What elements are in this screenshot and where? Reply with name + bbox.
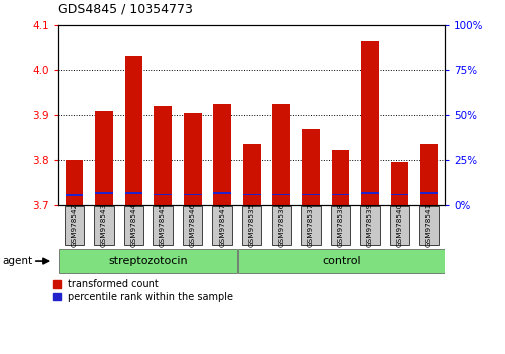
Text: GSM978538: GSM978538 (337, 203, 343, 247)
Bar (65, 206, 84, 245)
Bar (66, 160, 83, 205)
Bar (59, 249, 236, 273)
Bar (242, 194, 260, 195)
Bar (361, 192, 378, 194)
Bar (301, 130, 319, 205)
Bar (301, 194, 319, 195)
Text: GSM978540: GSM978540 (396, 203, 401, 247)
Bar (419, 144, 437, 205)
Bar (237, 249, 444, 273)
Bar (272, 194, 289, 195)
Bar (331, 194, 348, 195)
Bar (182, 206, 202, 245)
Text: GSM978536: GSM978536 (278, 203, 284, 247)
Bar (183, 113, 201, 205)
Text: GSM978542: GSM978542 (71, 203, 77, 247)
Legend: transformed count, percentile rank within the sample: transformed count, percentile rank withi… (53, 279, 233, 302)
Bar (330, 206, 349, 245)
Bar (242, 144, 260, 205)
Bar (361, 41, 378, 205)
Text: GSM978539: GSM978539 (366, 203, 372, 247)
Text: GSM978546: GSM978546 (189, 203, 195, 247)
Text: agent: agent (3, 256, 33, 266)
Bar (212, 206, 231, 245)
Bar (124, 56, 142, 205)
Text: GSM978544: GSM978544 (130, 203, 136, 247)
Bar (183, 194, 201, 195)
Bar (390, 194, 408, 195)
Text: GSM978545: GSM978545 (160, 203, 166, 247)
Bar (419, 206, 438, 245)
Text: GSM978547: GSM978547 (219, 203, 225, 247)
Bar (360, 206, 379, 245)
Bar (271, 206, 290, 245)
Text: streptozotocin: streptozotocin (108, 256, 187, 266)
Text: GSM978543: GSM978543 (101, 203, 107, 247)
Bar (213, 104, 231, 205)
Bar (272, 104, 289, 205)
Bar (213, 192, 231, 194)
Bar (124, 192, 142, 194)
Text: GSM978541: GSM978541 (425, 203, 431, 247)
Bar (124, 206, 143, 245)
Bar (153, 206, 173, 245)
Bar (389, 206, 409, 245)
Text: GSM978535: GSM978535 (248, 203, 254, 247)
Bar (300, 206, 320, 245)
Bar (95, 110, 113, 205)
Bar (331, 150, 348, 205)
Bar (95, 192, 113, 194)
Text: control: control (321, 256, 360, 266)
Bar (94, 206, 114, 245)
Text: GSM978537: GSM978537 (307, 203, 313, 247)
Bar (241, 206, 261, 245)
Bar (154, 106, 172, 205)
Bar (154, 194, 172, 195)
Bar (390, 162, 408, 205)
Text: GDS4845 / 10354773: GDS4845 / 10354773 (58, 3, 193, 16)
Bar (419, 192, 437, 194)
Bar (66, 194, 83, 196)
